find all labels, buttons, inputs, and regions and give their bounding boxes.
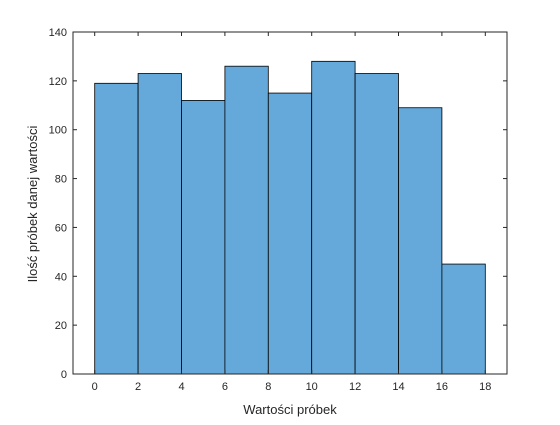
y-tick-label: 120 bbox=[49, 76, 67, 88]
y-tick-label: 0 bbox=[61, 369, 67, 381]
histogram-bar bbox=[398, 107, 443, 375]
histogram-bar bbox=[181, 100, 226, 375]
x-tick-label: 18 bbox=[479, 381, 491, 393]
histogram-bar bbox=[311, 60, 356, 375]
axes-box bbox=[72, 31, 508, 375]
x-tick-label: 8 bbox=[265, 381, 271, 393]
x-tick-label: 0 bbox=[92, 381, 98, 393]
y-tick-label: 80 bbox=[55, 174, 67, 186]
y-tick-label: 60 bbox=[55, 222, 67, 234]
histogram-bar bbox=[94, 82, 139, 375]
histogram-bar bbox=[224, 65, 269, 375]
histogram-bar bbox=[441, 263, 486, 375]
y-tick-label: 20 bbox=[55, 320, 67, 332]
x-tick-label: 12 bbox=[349, 381, 361, 393]
x-tick-label: 14 bbox=[392, 381, 404, 393]
x-tick-label: 4 bbox=[178, 381, 184, 393]
x-axis-label: Wartości próbek bbox=[243, 402, 337, 417]
bars-group bbox=[94, 60, 486, 375]
histogram-bar bbox=[137, 73, 182, 375]
y-ticks-group: 0 20 40 60 80 100 120 140 bbox=[49, 27, 507, 381]
x-tick-label: 10 bbox=[306, 381, 318, 393]
y-axis-label: Ilość próbek danej wartości bbox=[25, 125, 40, 282]
x-tick-label: 16 bbox=[436, 381, 448, 393]
y-tick-label: 40 bbox=[55, 271, 67, 283]
x-tick-label: 6 bbox=[222, 381, 228, 393]
x-ticks-group: 0 2 4 6 8 10 12 14 16 18 bbox=[92, 32, 491, 393]
y-tick-label: 100 bbox=[49, 125, 67, 137]
y-tick-label: 140 bbox=[49, 27, 67, 39]
histogram-bar bbox=[267, 92, 313, 375]
x-tick-label: 2 bbox=[135, 381, 141, 393]
histogram-bar bbox=[354, 73, 399, 375]
axes-group bbox=[72, 31, 508, 375]
